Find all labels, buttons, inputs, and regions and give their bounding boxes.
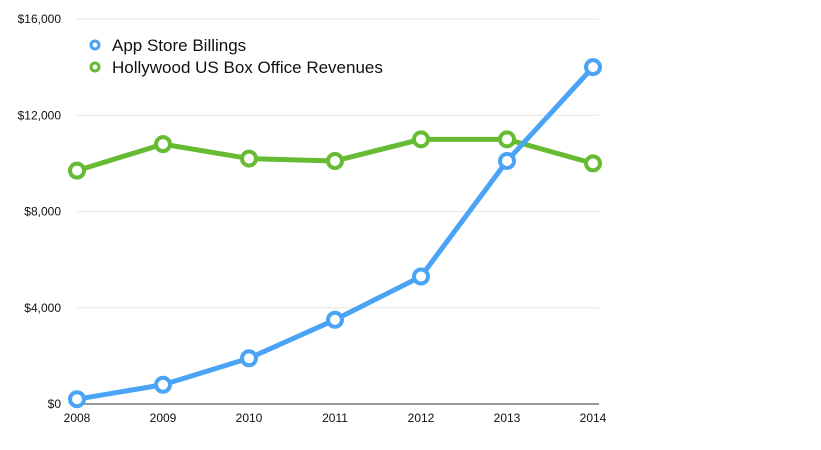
data-point [412, 130, 430, 149]
data-point [498, 151, 516, 170]
y-tick-label: $8,000 [24, 205, 61, 219]
data-point [326, 151, 344, 170]
data-point [154, 135, 172, 154]
data-point [154, 375, 172, 394]
x-tick-label: 2010 [236, 411, 263, 425]
legend: App Store Billings Hollywood US Box Offi… [89, 36, 383, 77]
y-tick-label: $12,000 [18, 108, 62, 122]
data-point [584, 154, 602, 173]
legend-marker-app-store [89, 39, 101, 51]
series-app-store [68, 58, 602, 409]
data-point [68, 161, 86, 180]
gridlines [77, 18, 599, 309]
data-point [412, 267, 430, 286]
x-tick-label: 2008 [64, 411, 91, 425]
series-line [74, 64, 596, 402]
data-point [240, 349, 258, 368]
legend-item-app-store: App Store Billings [89, 36, 246, 55]
data-point [498, 130, 516, 149]
data-point [68, 390, 86, 409]
x-tick-label: 2012 [408, 411, 435, 425]
y-tick-label: $0 [48, 397, 62, 411]
y-axis-ticks: $0 $4,000 $8,000 $12,000 $16,000 [18, 12, 62, 411]
y-tick-label: $16,000 [18, 12, 62, 26]
x-axis-ticks: 2008 2009 2010 2011 2012 2013 2014 [64, 411, 607, 425]
series-hollywood [68, 130, 602, 180]
series-layer [68, 58, 602, 409]
legend-marker-hollywood [89, 61, 101, 73]
x-tick-label: 2011 [322, 411, 348, 425]
legend-label-app-store: App Store Billings [112, 36, 246, 55]
legend-item-hollywood: Hollywood US Box Office Revenues [89, 58, 383, 77]
data-point [326, 310, 344, 329]
data-point [584, 58, 602, 77]
legend-label-hollywood: Hollywood US Box Office Revenues [112, 58, 383, 77]
x-tick-label: 2013 [494, 411, 521, 425]
data-point [240, 149, 258, 168]
y-tick-label: $4,000 [24, 301, 61, 315]
x-tick-label: 2009 [150, 411, 177, 425]
x-tick-label: 2014 [580, 411, 607, 425]
